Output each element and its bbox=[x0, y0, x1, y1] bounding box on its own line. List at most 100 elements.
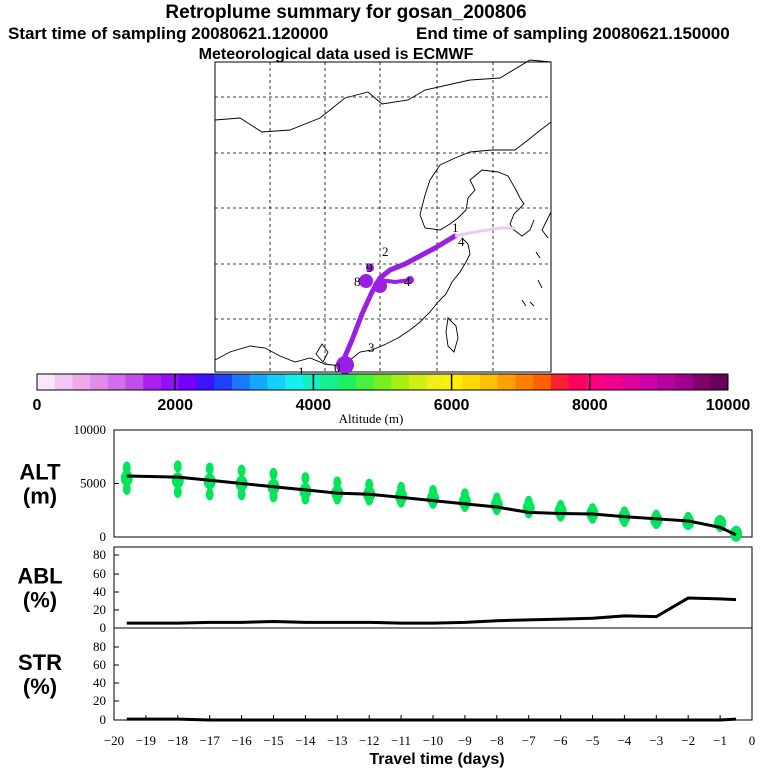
altitude-cluster-point bbox=[122, 461, 131, 474]
colorbar-swatch bbox=[586, 374, 605, 390]
panel-label: ABL bbox=[17, 564, 62, 589]
colorbar-swatch bbox=[497, 374, 516, 390]
colorbar-tick-label: 0 bbox=[33, 397, 42, 414]
colorbar-swatch bbox=[338, 374, 357, 390]
altitude-colorbar: 0 2000 4000 6000 8000 10000 bbox=[33, 373, 751, 414]
y-tick-label: 80 bbox=[93, 547, 106, 562]
map-day-label: 3 bbox=[368, 340, 375, 355]
panel-label: STR bbox=[18, 650, 62, 675]
x-tick-label: −18 bbox=[168, 733, 188, 748]
colorbar-swatch bbox=[37, 374, 56, 390]
start-time-label: Start time of sampling 20080621.120000 bbox=[8, 24, 329, 43]
altitude-cluster-point bbox=[269, 490, 278, 503]
x-tick-label: −3 bbox=[649, 733, 663, 748]
colorbar-swatch bbox=[320, 374, 339, 390]
altitude-cluster-point bbox=[492, 503, 501, 516]
colorbar-tick-label: 2000 bbox=[157, 397, 193, 414]
y-tick-label: 60 bbox=[93, 566, 106, 581]
altitude-cluster-point bbox=[301, 492, 310, 505]
map-day-label: 4 bbox=[458, 234, 465, 249]
colorbar-swatch bbox=[621, 374, 640, 390]
plume-dot bbox=[406, 276, 414, 284]
plume-dot bbox=[336, 356, 354, 374]
colorbar-swatch bbox=[391, 374, 410, 390]
colorbar-swatch bbox=[674, 374, 694, 390]
x-tick-label: −16 bbox=[231, 733, 252, 748]
colorbar-swatch bbox=[267, 374, 286, 390]
colorbar-swatch bbox=[54, 374, 73, 390]
colorbar-tick-label: 4000 bbox=[296, 397, 332, 414]
x-tick-label: −12 bbox=[359, 733, 379, 748]
plume-light-trajectory bbox=[454, 226, 515, 238]
altitude-cluster-point bbox=[173, 460, 182, 473]
map-day-label: 8 bbox=[354, 274, 361, 289]
colorbar-swatch bbox=[161, 374, 180, 390]
colorbar-tick-label: 6000 bbox=[434, 397, 470, 414]
panel-unit: (m) bbox=[23, 484, 57, 509]
altitude-cluster-point bbox=[205, 462, 214, 475]
x-tick-label: −11 bbox=[391, 733, 411, 748]
x-tick-label: −2 bbox=[681, 733, 695, 748]
series-line bbox=[126, 596, 737, 625]
x-tick-label: −15 bbox=[263, 733, 283, 748]
colorbar-swatch bbox=[409, 374, 428, 390]
altitude-cluster-point bbox=[333, 476, 342, 489]
colorbar-swatch bbox=[90, 374, 109, 390]
colorbar-swatch bbox=[603, 374, 623, 390]
map-day-label: 2 bbox=[382, 244, 389, 259]
x-tick-label: −19 bbox=[136, 733, 156, 748]
panel-str: 80 60 40 20 0 STR(%) bbox=[18, 627, 753, 727]
colorbar-swatch bbox=[143, 374, 162, 390]
x-tick-label: −20 bbox=[104, 733, 124, 748]
panel-frame bbox=[113, 627, 753, 721]
plume-dot bbox=[366, 264, 374, 272]
x-tick-label: −4 bbox=[617, 733, 631, 748]
colorbar-swatch bbox=[355, 374, 375, 390]
map-day-label: 4 bbox=[404, 274, 411, 289]
x-tick-label: −7 bbox=[522, 733, 536, 748]
x-tick-label: −6 bbox=[554, 733, 568, 748]
x-tick-label: 0 bbox=[749, 733, 756, 748]
x-tick-label: −8 bbox=[490, 733, 504, 748]
x-tick-label: −5 bbox=[586, 733, 600, 748]
colorbar-swatch bbox=[72, 374, 91, 390]
x-axis-label: Travel time (days) bbox=[369, 751, 504, 768]
colorbar-swatch bbox=[657, 374, 676, 390]
colorbar-frame bbox=[36, 373, 729, 391]
met-data-label: Meteorological data used is ECMWF bbox=[198, 46, 474, 63]
series-line bbox=[126, 474, 737, 537]
y-tick-label: 0 bbox=[100, 620, 107, 635]
altitude-cluster-point bbox=[429, 496, 437, 509]
map-day-label: 0 bbox=[334, 360, 341, 375]
altitude-cluster-point bbox=[365, 493, 374, 506]
y-tick-label: 20 bbox=[93, 693, 106, 708]
colorbar-swatch bbox=[249, 374, 268, 390]
map-day-label: 1 bbox=[298, 364, 305, 379]
colorbar-swatch bbox=[444, 374, 463, 390]
chart-title: Retroplume summary for gosan_200806 bbox=[165, 2, 527, 23]
y-tick-label: 40 bbox=[93, 675, 106, 690]
panel-alt: 10000 5000 0 ALT(m) bbox=[19, 422, 753, 544]
altitude-cluster-point bbox=[301, 472, 310, 485]
altitude-cluster-point bbox=[173, 486, 182, 499]
colorbar-swatch bbox=[285, 374, 304, 390]
plume-dot bbox=[373, 279, 387, 293]
y-tick-label: 20 bbox=[93, 602, 106, 617]
colorbar-swatch bbox=[710, 374, 729, 390]
colorbar-tick-label: 10000 bbox=[706, 397, 751, 414]
altitude-cluster-point bbox=[237, 464, 246, 477]
colorbar-swatch bbox=[107, 374, 127, 390]
altitude-cluster-point bbox=[333, 492, 342, 505]
altitude-cluster-point bbox=[237, 488, 246, 501]
y-tick-label: 0 bbox=[100, 712, 107, 727]
y-tick-label: 0 bbox=[100, 529, 107, 544]
y-tick-label: 60 bbox=[93, 657, 106, 672]
plume-dot bbox=[359, 274, 373, 288]
colorbar-swatch bbox=[639, 374, 658, 390]
y-tick-label: 10000 bbox=[74, 422, 107, 437]
colorbar-label: Altitude (m) bbox=[339, 411, 404, 426]
panel-abl: 80 60 40 20 0 ABL(%) bbox=[17, 546, 753, 635]
colorbar-swatch bbox=[479, 374, 499, 390]
colorbar-swatch bbox=[568, 374, 587, 390]
end-time-label: End time of sampling 20080621.150000 bbox=[416, 24, 730, 43]
